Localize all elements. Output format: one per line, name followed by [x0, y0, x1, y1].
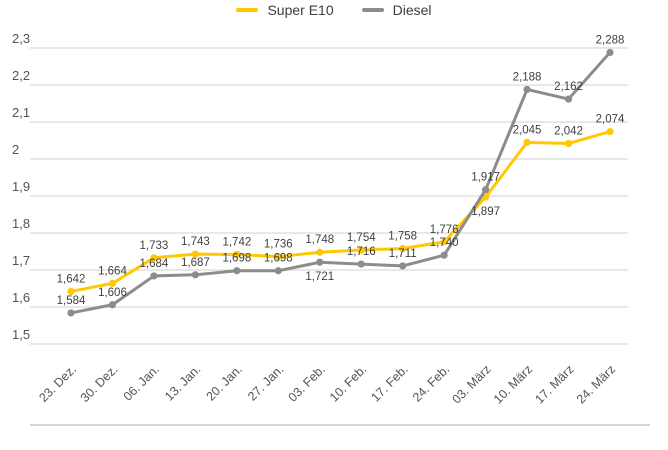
data-point-label: 1,758 — [388, 231, 417, 243]
data-point-label: 1,748 — [305, 234, 334, 246]
data-point-marker — [606, 128, 614, 136]
data-point-marker — [399, 244, 407, 253]
data-point-label: 1,743 — [181, 236, 210, 248]
x-axis-tick-label: 03. März — [449, 362, 493, 406]
x-axis-tick-label: 23. Dez. — [36, 362, 79, 405]
data-point-label: 1,897 — [471, 206, 500, 218]
data-point-label: 2,042 — [554, 125, 583, 137]
y-axis-tick-label: 2,2 — [12, 68, 30, 83]
data-point-marker — [564, 95, 573, 103]
data-point-marker — [606, 48, 614, 57]
data-point-label: 1,917 — [471, 172, 500, 184]
data-point-marker — [191, 250, 199, 258]
data-point-label: 1,664 — [98, 265, 127, 277]
data-point-label: 1,642 — [57, 273, 86, 285]
x-axis-tick-label: 06. Jan. — [121, 362, 162, 403]
x-axis-tick-label: 24. März — [574, 362, 618, 406]
data-point-label: 1,736 — [264, 239, 293, 251]
data-point-marker — [67, 309, 75, 317]
y-axis-tick-label: 1,8 — [12, 216, 30, 231]
data-point-label: 1,740 — [430, 237, 459, 249]
legend-item-super-e10: Super E10 — [236, 2, 334, 18]
data-point-marker — [233, 267, 241, 275]
legend-swatch-super-e10-icon — [236, 8, 259, 12]
legend-swatch-diesel-icon — [361, 8, 384, 12]
data-point-marker — [564, 139, 573, 148]
y-axis-tick-label: 1,5 — [12, 327, 30, 342]
data-point-marker — [316, 248, 324, 256]
y-axis-tick-label: 2,3 — [12, 31, 30, 46]
y-axis-tick-label: 1,6 — [12, 290, 30, 305]
legend-label-super-e10: Super E10 — [267, 2, 334, 18]
data-point-marker — [357, 246, 365, 254]
data-point-marker — [316, 258, 324, 266]
data-point-label: 1,711 — [389, 248, 417, 260]
data-point-label: 1,716 — [347, 246, 376, 258]
legend-label-diesel: Diesel — [392, 2, 432, 18]
x-axis-tick-label: 27. Jan. — [245, 362, 286, 403]
chart-legend: Super E10 Diesel — [0, 3, 668, 17]
data-point-marker — [108, 279, 117, 287]
x-axis-tick-label: 24. Feb. — [410, 362, 452, 404]
x-axis-tick-label: 17. Feb. — [368, 362, 410, 404]
series-line-super-e10 — [69, 130, 612, 293]
series-line-diesel — [69, 50, 612, 315]
data-point-marker — [274, 267, 282, 275]
data-point-label: 1,721 — [305, 271, 334, 283]
data-point-marker — [440, 251, 448, 259]
x-axis-tick-label: 03. Feb. — [286, 362, 328, 404]
y-axis-tick-label: 1,7 — [12, 253, 30, 268]
data-point-label: 1,687 — [181, 257, 210, 269]
data-point-label: 2,162 — [554, 81, 583, 93]
data-point-label: 1,584 — [57, 295, 86, 307]
data-point-label: 2,188 — [513, 71, 542, 83]
x-axis-tick-label: 30. Dez. — [78, 362, 121, 405]
data-point-marker — [150, 254, 158, 262]
y-axis-tick-label: 2 — [12, 142, 19, 157]
data-point-marker — [523, 138, 531, 146]
x-axis-tick-label: 10. Feb. — [327, 362, 369, 404]
data-point-marker — [523, 85, 531, 94]
y-axis-tick-label: 1,9 — [12, 179, 30, 194]
legend-item-diesel: Diesel — [361, 2, 432, 18]
data-point-marker — [108, 301, 117, 309]
y-axis-tick-label: 2,1 — [12, 105, 30, 120]
data-point-marker — [150, 272, 158, 280]
data-point-label: 2,288 — [596, 34, 625, 46]
data-point-marker — [67, 287, 75, 296]
data-point-label: 1,698 — [264, 253, 293, 265]
data-point-marker — [440, 238, 448, 246]
data-point-label: 1,733 — [140, 240, 169, 252]
data-point-marker — [274, 253, 282, 261]
x-axis-tick-label: 10. März — [491, 362, 535, 406]
data-point-label: 1,776 — [430, 224, 459, 236]
data-point-marker — [233, 250, 241, 259]
data-point-marker — [191, 271, 199, 279]
data-point-label: 1,606 — [98, 287, 127, 299]
data-point-label: 2,074 — [596, 114, 625, 126]
data-point-marker — [399, 262, 407, 270]
data-point-marker — [357, 260, 365, 268]
data-point-label: 1,742 — [222, 236, 251, 248]
data-point-label: 1,754 — [347, 232, 376, 244]
data-point-label: 2,045 — [513, 124, 542, 136]
x-axis-tick-label: 17. März — [532, 362, 576, 406]
x-axis-tick-label: 20. Jan. — [204, 362, 245, 403]
data-point-marker — [482, 186, 490, 194]
data-point-label: 1,698 — [222, 253, 251, 265]
data-point-label: 1,684 — [140, 258, 169, 270]
x-axis-tick-label: 13. Jan. — [162, 362, 203, 403]
